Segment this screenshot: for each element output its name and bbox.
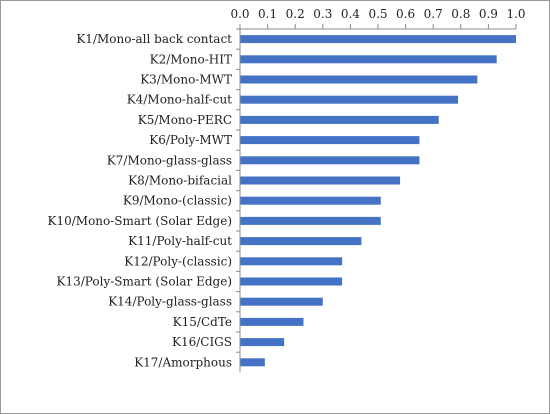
bar xyxy=(240,176,401,185)
bar xyxy=(240,115,439,124)
category-label: K10/Mono-Smart (Solar Edge) xyxy=(48,214,233,228)
bar xyxy=(240,75,478,84)
category-label: K12/Poly-(classic) xyxy=(124,254,232,268)
x-tick-label: 0.2 xyxy=(286,7,305,21)
category-label: K1/Mono-all back contact xyxy=(76,32,232,46)
bar xyxy=(240,338,285,347)
category-label: K17/Amorphous xyxy=(134,355,232,369)
bar xyxy=(240,196,381,205)
x-tick-label: 0.5 xyxy=(368,7,387,21)
bar xyxy=(240,358,265,367)
category-label: K15/CdTe xyxy=(173,315,232,329)
category-label: K9/Mono-(classic) xyxy=(123,194,232,208)
category-label: K8/Mono-bifacial xyxy=(128,174,232,188)
bar xyxy=(240,297,323,306)
category-label: K11/Poly-half-cut xyxy=(128,234,232,248)
category-label: K5/Mono-PERC xyxy=(138,113,232,127)
bar xyxy=(240,317,304,326)
category-label: K14/Poly-glass-glass xyxy=(108,295,232,309)
x-tick-label: 0.3 xyxy=(313,7,332,21)
bar xyxy=(240,277,343,286)
x-tick-label: 0.9 xyxy=(479,7,498,21)
category-label: K4/Mono-half-cut xyxy=(127,93,232,107)
bar xyxy=(240,136,420,145)
category-label: K3/Mono-MWT xyxy=(140,73,232,87)
bar xyxy=(240,55,497,64)
x-tick-label: 0.8 xyxy=(451,7,470,21)
category-label: K13/Poly-Smart (Solar Edge) xyxy=(57,275,232,289)
x-tick-label: 0.7 xyxy=(424,7,443,21)
category-label: K6/Poly-MWT xyxy=(149,133,232,147)
bar xyxy=(240,257,343,266)
category-label: K2/Mono-HIT xyxy=(150,52,232,66)
category-label: K16/CIGS xyxy=(172,335,232,349)
bar xyxy=(240,156,420,165)
category-label: K7/Mono-glass-glass xyxy=(107,153,232,167)
x-tick-label: 0.0 xyxy=(230,7,249,21)
x-tick-label: 0.6 xyxy=(396,7,415,21)
x-tick-label: 0.4 xyxy=(341,7,360,21)
x-tick-label: 0.1 xyxy=(258,7,277,21)
x-tick-label: 1.0 xyxy=(506,7,525,21)
bar xyxy=(240,216,381,225)
bar xyxy=(240,95,459,104)
bar xyxy=(240,237,362,246)
bar xyxy=(240,35,516,44)
